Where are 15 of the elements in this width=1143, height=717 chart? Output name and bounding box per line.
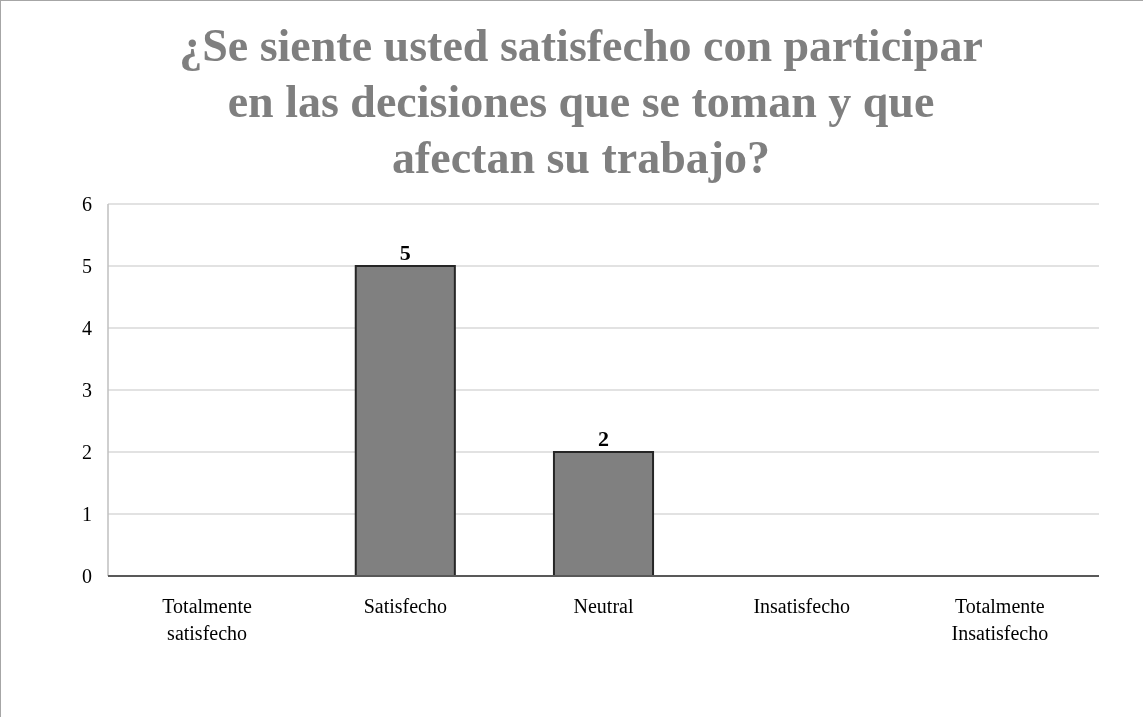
x-tick-label: Satisfecho: [363, 595, 447, 617]
y-tick-label: 0: [82, 565, 92, 587]
y-tick-label: 4: [82, 317, 92, 339]
y-tick-label: 2: [82, 441, 92, 463]
chart-title: ¿Se siente usted satisfecho con participar en las decisiones que se toman y que afectan su trabajo?: [179, 20, 983, 183]
y-tick-label: 1: [82, 503, 92, 525]
x-tick-label: Neutral: [573, 595, 634, 617]
x-tick-label: Totalmente satisfecho: [162, 595, 253, 644]
data-label: 2: [598, 426, 609, 451]
data-label: 5: [399, 240, 411, 265]
x-tick-label: Totalmente Insatisfecho: [951, 595, 1049, 644]
y-tick-label: 3: [82, 379, 92, 401]
x-tick-label: Insatisfecho: [753, 595, 851, 617]
y-tick-label: 6: [82, 193, 92, 215]
y-tick-label: 5: [82, 255, 92, 277]
